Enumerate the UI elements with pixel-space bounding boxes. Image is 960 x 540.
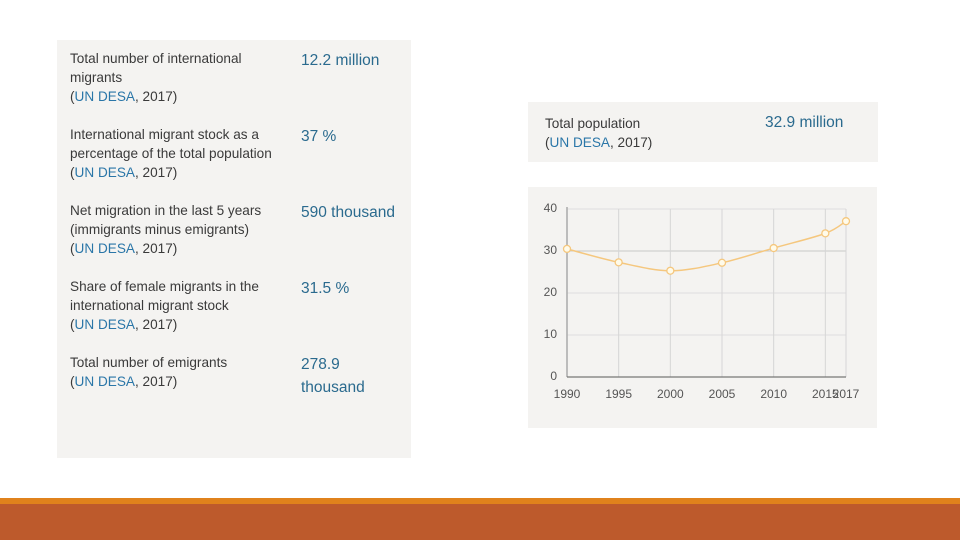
y-tick-label: 10 <box>544 327 558 341</box>
x-tick-label: 1995 <box>605 387 632 401</box>
stat-label: International migrant stock as a percent… <box>70 125 288 182</box>
x-tick-label: 2005 <box>709 387 736 401</box>
footer-band <box>0 504 960 540</box>
data-point <box>821 229 830 238</box>
source-year: , 2017) <box>134 165 178 180</box>
data-point <box>666 266 675 275</box>
stat-label: Total number of emigrants (UN DESA, 2017) <box>70 353 288 399</box>
population-chart: 0 10 20 30 40 1990 1995 2000 2005 2010 2015 2017 <box>528 187 877 428</box>
stat-source: (UN DESA, 2017) <box>70 372 288 391</box>
stat-source: (UN DESA, 2017) <box>70 87 288 106</box>
migration-stats-panel: Total number of international migrants (U… <box>57 40 411 458</box>
stat-row: Total number of emigrants (UN DESA, 2017)… <box>70 353 411 399</box>
stat-source: (UN DESA, 2017) <box>70 315 288 334</box>
un-desa-link[interactable]: UN DESA <box>74 317 135 332</box>
source-paren: ( <box>70 165 75 180</box>
x-tick-label: 1990 <box>554 387 581 401</box>
stat-value: 590 thousand <box>301 204 395 221</box>
stat-label: Net migration in the last 5 years (immig… <box>70 201 288 258</box>
stat-label-text: Net migration in the last 5 years (immig… <box>70 203 262 237</box>
un-desa-link[interactable]: UN DESA <box>74 374 135 389</box>
source-paren: ( <box>70 241 75 256</box>
x-tick-label: 2010 <box>760 387 787 401</box>
stat-label-text: International migrant stock as a percent… <box>70 127 272 161</box>
source-year: , 2017) <box>134 89 178 104</box>
stat-label: Share of female migrants in the internat… <box>70 277 288 334</box>
source-paren: ( <box>545 135 550 150</box>
source-paren: ( <box>70 374 75 389</box>
data-point <box>841 217 851 226</box>
un-desa-link[interactable]: UN DESA <box>549 135 610 150</box>
stat-value: 12.2 million <box>301 52 380 69</box>
source-year: , 2017) <box>134 317 178 332</box>
y-tick-label: 20 <box>544 285 558 299</box>
stat-value: 37 % <box>301 128 337 145</box>
x-tick-label: 2015 <box>812 387 839 401</box>
stat-row: Total number of international migrants (U… <box>70 49 411 106</box>
source-year: , 2017) <box>609 135 653 150</box>
population-label: Total population <box>545 116 641 131</box>
x-tick-label: 2017 <box>833 387 860 401</box>
footer-accent-stripe <box>0 498 960 504</box>
source-paren: ( <box>70 317 75 332</box>
y-tick-label: 40 <box>544 201 558 215</box>
stat-label-text: Share of female migrants in the internat… <box>70 279 259 313</box>
stat-label-text: Total number of emigrants <box>70 355 228 370</box>
stat-label-text: Total number of international migrants <box>70 51 242 85</box>
stat-value: 278.9 thousand <box>301 356 365 396</box>
source-year: , 2017) <box>134 241 178 256</box>
total-population-panel: Total population (UN DESA, 2017) 32.9 mi… <box>528 102 878 162</box>
source-year: , 2017) <box>134 374 178 389</box>
data-point <box>717 258 727 267</box>
population-value: 32.9 million <box>765 114 844 131</box>
x-tick-label: 2000 <box>657 387 684 401</box>
y-tick-label: 30 <box>544 243 558 257</box>
data-point <box>614 258 623 267</box>
data-point <box>562 244 572 254</box>
stat-label: Total number of international migrants (U… <box>70 49 288 106</box>
population-series-line <box>566 220 847 272</box>
stat-row: International migrant stock as a percent… <box>70 125 411 182</box>
stat-row: Net migration in the last 5 years (immig… <box>70 201 411 258</box>
stat-row: Share of female migrants in the internat… <box>70 277 411 334</box>
un-desa-link[interactable]: UN DESA <box>74 165 135 180</box>
stat-source: (UN DESA, 2017) <box>70 239 288 258</box>
source-paren: ( <box>70 89 75 104</box>
population-source: (UN DESA, 2017) <box>545 133 652 152</box>
y-tick-label: 0 <box>550 369 557 383</box>
stat-value: 31.5 % <box>301 280 350 297</box>
data-point <box>769 243 778 253</box>
stat-source: (UN DESA, 2017) <box>70 163 288 182</box>
un-desa-link[interactable]: UN DESA <box>74 89 135 104</box>
un-desa-link[interactable]: UN DESA <box>74 241 135 256</box>
